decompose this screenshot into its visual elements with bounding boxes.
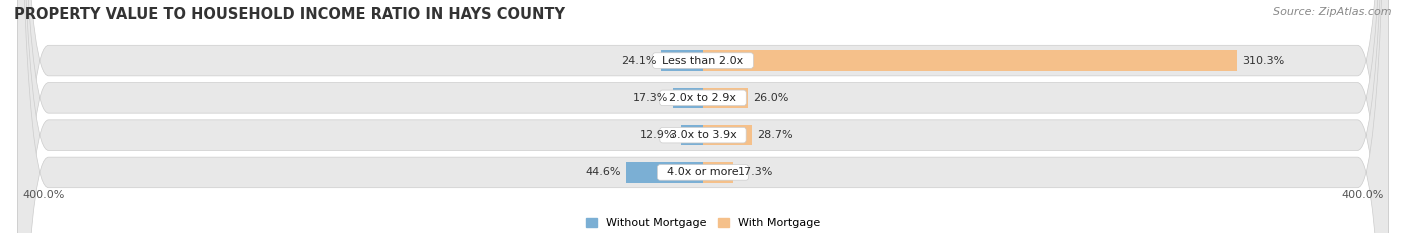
Bar	[681, 125, 703, 145]
Text: 400.0%: 400.0%	[22, 190, 65, 200]
Text: PROPERTY VALUE TO HOUSEHOLD INCOME RATIO IN HAYS COUNTY: PROPERTY VALUE TO HOUSEHOLD INCOME RATIO…	[14, 7, 565, 22]
Legend: Without Mortgage, With Mortgage: Without Mortgage, With Mortgage	[582, 213, 824, 233]
Text: 17.3%: 17.3%	[738, 168, 773, 177]
FancyBboxPatch shape	[17, 0, 1389, 233]
Text: Less than 2.0x: Less than 2.0x	[655, 56, 751, 65]
Text: 26.0%: 26.0%	[754, 93, 789, 103]
Text: Source: ZipAtlas.com: Source: ZipAtlas.com	[1274, 7, 1392, 17]
Text: 12.9%: 12.9%	[640, 130, 676, 140]
Text: 17.3%: 17.3%	[633, 93, 668, 103]
Bar	[703, 125, 752, 145]
Text: 44.6%: 44.6%	[585, 168, 621, 177]
Bar	[703, 88, 748, 108]
Text: 2.0x to 2.9x: 2.0x to 2.9x	[662, 93, 744, 103]
Bar	[626, 162, 703, 183]
Text: 3.0x to 3.9x: 3.0x to 3.9x	[662, 130, 744, 140]
Text: 24.1%: 24.1%	[621, 56, 657, 65]
Text: 400.0%: 400.0%	[1341, 190, 1384, 200]
FancyBboxPatch shape	[17, 0, 1389, 233]
Bar	[703, 162, 733, 183]
FancyBboxPatch shape	[17, 0, 1389, 233]
Text: 310.3%: 310.3%	[1243, 56, 1285, 65]
Bar	[673, 88, 703, 108]
Text: 28.7%: 28.7%	[758, 130, 793, 140]
FancyBboxPatch shape	[17, 0, 1389, 233]
Text: 4.0x or more: 4.0x or more	[661, 168, 745, 177]
Bar	[661, 50, 703, 71]
Bar	[703, 50, 1237, 71]
